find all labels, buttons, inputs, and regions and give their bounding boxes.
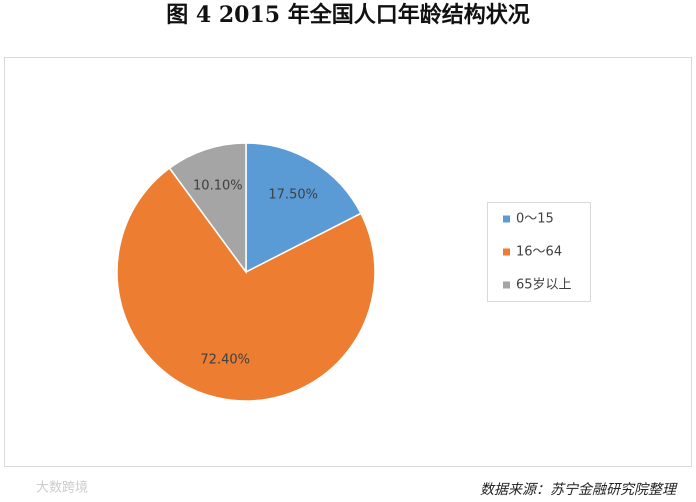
pie-slice bbox=[245, 142, 362, 274]
chart-title: 图 4 2015 年全国人口年龄结构状况 bbox=[166, 2, 530, 28]
watermark: 大数跨境 bbox=[36, 481, 88, 496]
pie-slice bbox=[116, 167, 376, 402]
legend-label: 0～15 bbox=[516, 212, 554, 227]
legend-swatch bbox=[503, 248, 510, 256]
legend-swatch bbox=[503, 215, 510, 223]
data-label: 10.10% bbox=[193, 179, 243, 194]
data-label: 72.40% bbox=[200, 352, 250, 367]
data-label: 17.50% bbox=[268, 188, 318, 203]
legend-label: 16～64 bbox=[516, 245, 562, 260]
pie-slice bbox=[168, 142, 247, 275]
source-note: 数据来源：苏宁金融研究院整理 bbox=[480, 482, 678, 498]
legend-label: 65岁以上 bbox=[516, 278, 572, 293]
legend-swatch bbox=[503, 281, 510, 289]
